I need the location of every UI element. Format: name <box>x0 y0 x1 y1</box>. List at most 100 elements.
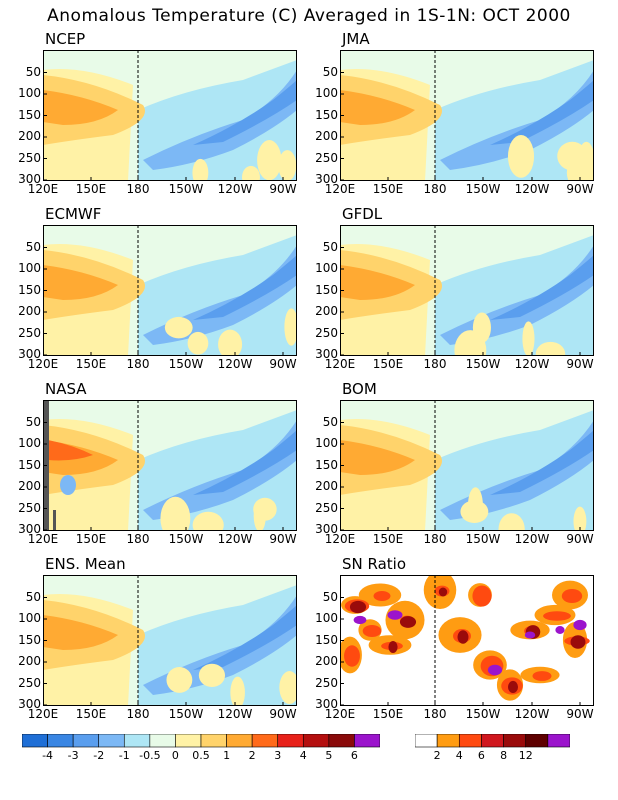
panel-title: JMA <box>342 30 370 48</box>
y-tick-label: 250 <box>315 150 338 165</box>
y-tick-label: 150 <box>315 632 338 647</box>
x-tick-label: 120E <box>27 357 59 371</box>
x-tick-label: 90W <box>269 182 297 196</box>
panel-title: BOM <box>342 380 377 398</box>
y-tick-label: 50 <box>322 589 338 604</box>
colorbar-swatch <box>149 734 176 748</box>
y-tick-label: 150 <box>315 282 338 297</box>
y-tick-label: 150 <box>18 457 41 472</box>
x-tick-label: 120E <box>27 182 59 196</box>
x-tick-label: 120E <box>324 357 356 371</box>
y-tick-label: 300 <box>315 172 338 186</box>
page-title: Anomalous Temperature (C) Averaged in 1S… <box>47 6 571 26</box>
y-tick-label: 300 <box>315 522 338 536</box>
x-tick-label: 150W <box>465 357 501 371</box>
x-tick-label: 150W <box>465 707 501 721</box>
x-tick-label: 150W <box>168 182 204 196</box>
y-tick-label: 300 <box>315 697 338 711</box>
x-tick-label: 180 <box>126 182 150 196</box>
y-tick-label: 250 <box>18 500 41 515</box>
x-tick-label: 90W <box>269 707 297 721</box>
colorbar-label: 3 <box>274 749 282 762</box>
panel-title: GFDL <box>342 205 383 223</box>
x-tick-label: 90W <box>566 532 594 546</box>
colorbar-swatch <box>72 734 100 748</box>
x-tick-label: 120E <box>27 532 59 546</box>
x-tick-label: 150E <box>372 707 404 721</box>
colorbar-label: 4 <box>455 749 463 762</box>
colorbar-swatch <box>436 734 460 748</box>
colorbar-label: -2 <box>93 749 105 762</box>
colorbar-label: 2 <box>248 749 256 762</box>
colorbar-label: 1 <box>223 749 231 762</box>
y-tick-label: 50 <box>322 239 338 254</box>
y-tick-label: 50 <box>25 64 41 79</box>
x-tick-label: 150W <box>465 532 501 546</box>
x-tick-label: 90W <box>566 357 594 371</box>
colorbar-swatch <box>98 734 125 748</box>
x-tick-label: 180 <box>423 182 447 196</box>
y-tick-label: 100 <box>315 436 338 450</box>
colorbar-swatch <box>47 734 74 748</box>
y-tick-label: 250 <box>18 150 41 165</box>
colorbar-label: 8 <box>500 749 508 762</box>
colorbar-swatch <box>22 734 48 748</box>
panel-title: ENS. Mean <box>45 555 126 573</box>
y-tick-label: 50 <box>322 64 338 79</box>
x-tick-label: 150W <box>168 357 204 371</box>
x-tick-label: 90W <box>566 707 594 721</box>
colorbar-swatch <box>525 734 549 748</box>
x-tick-label: 120E <box>27 707 59 721</box>
colorbar-label: 12 <box>518 749 533 762</box>
colorbar-label: -1 <box>118 749 130 762</box>
colorbar-swatch <box>458 734 482 748</box>
y-tick-label: 200 <box>315 654 338 668</box>
x-tick-label: 150W <box>465 182 501 196</box>
colorbar-swatch <box>302 734 330 748</box>
colorbar-swatch <box>547 734 570 748</box>
panel-title: ECMWF <box>45 205 102 223</box>
x-tick-label: 120W <box>514 357 550 371</box>
colorbar-label: 6 <box>477 749 485 762</box>
colorbar-label: -3 <box>67 749 79 762</box>
colorbar-swatch <box>200 734 227 748</box>
y-tick-label: 200 <box>315 304 338 318</box>
y-tick-label: 200 <box>18 304 41 318</box>
y-tick-label: 150 <box>18 107 41 122</box>
colorbar-swatch <box>251 734 279 748</box>
x-tick-label: 120W <box>217 532 253 546</box>
x-tick-label: 90W <box>269 357 297 371</box>
heatmap-plot <box>43 225 297 356</box>
colorbar-swatch <box>503 734 527 748</box>
x-tick-label: 150E <box>372 532 404 546</box>
y-tick-label: 100 <box>18 611 41 625</box>
x-tick-label: 180 <box>423 357 447 371</box>
x-tick-label: 150E <box>75 707 107 721</box>
colorbar-swatch <box>354 734 380 748</box>
x-tick-label: 150E <box>75 357 107 371</box>
colorbar-label: 6 <box>350 749 358 762</box>
colorbar-swatch <box>123 734 151 748</box>
y-tick-label: 300 <box>18 347 41 361</box>
panel-title: NCEP <box>45 30 86 48</box>
x-tick-label: 180 <box>126 357 150 371</box>
colorbar-swatch <box>328 734 355 748</box>
y-tick-label: 300 <box>18 522 41 536</box>
y-tick-label: 250 <box>315 500 338 515</box>
y-tick-label: 100 <box>18 261 41 275</box>
y-tick-label: 250 <box>315 675 338 690</box>
y-tick-label: 200 <box>18 654 41 668</box>
heatmap-plot <box>43 575 297 706</box>
x-tick-label: 120W <box>514 532 550 546</box>
heatmap-plot <box>340 50 594 181</box>
y-tick-label: 200 <box>18 129 41 143</box>
y-tick-label: 200 <box>315 129 338 143</box>
y-tick-label: 150 <box>315 107 338 122</box>
y-tick-label: 50 <box>322 414 338 429</box>
colorbar-label: 5 <box>325 749 333 762</box>
panel-title: NASA <box>45 380 87 398</box>
x-tick-label: 150E <box>75 532 107 546</box>
colorbar-swatch <box>226 734 253 748</box>
x-tick-label: 120W <box>514 182 550 196</box>
x-tick-label: 150E <box>372 182 404 196</box>
